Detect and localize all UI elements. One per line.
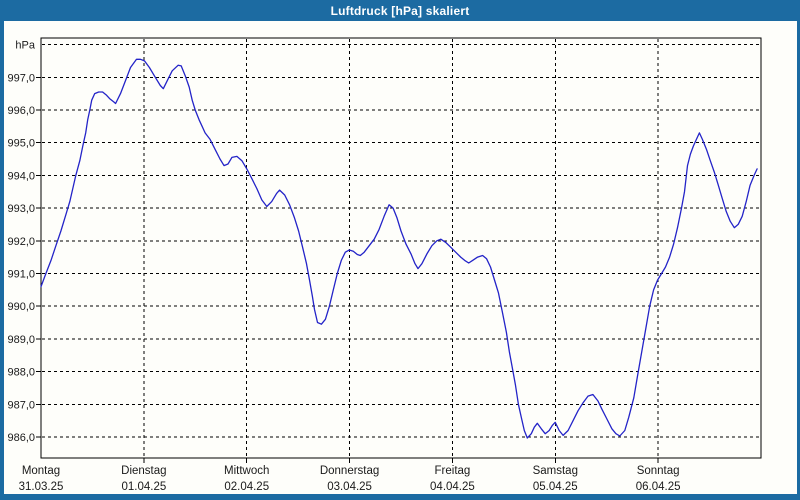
plot-frame [40,37,762,459]
x-day-label: Donnerstag [320,465,379,477]
y-tick-label: 994,0 [7,170,35,182]
x-date-label: 01.04.25 [121,481,166,493]
window-title: Luftdruck [hPa] skaliert [330,3,470,18]
x-date-label: 04.04.25 [430,481,475,493]
x-date-label: 03.04.25 [327,481,372,493]
window-border-left [0,21,4,500]
title-bar[interactable]: Luftdruck [hPa] skaliert [0,0,800,21]
y-tick-label: 991,0 [7,269,35,281]
y-axis-unit-label: hPa [15,40,35,52]
y-tick-label: 996,0 [7,105,35,117]
x-day-label: Dienstag [121,465,166,477]
y-tick-label: 988,0 [7,367,35,379]
y-tick-label: 989,0 [7,334,35,346]
x-day-label: Freitag [435,465,471,477]
x-date-label: 06.04.25 [636,481,681,493]
pressure-line-series [40,58,758,439]
y-tick-label: 986,0 [7,432,35,444]
window-border-bottom [0,494,800,500]
y-tick-label: 992,0 [7,236,35,248]
y-tick-label: 990,0 [7,301,35,313]
x-date-label: 02.04.25 [224,481,269,493]
x-day-label: Samstag [533,465,578,477]
x-day-label: Montag [22,465,60,477]
x-date-label: 05.04.25 [533,481,578,493]
y-tick-label: 995,0 [7,138,35,150]
y-tick-label: 997,0 [7,72,35,84]
y-tick-label: 993,0 [7,203,35,215]
x-day-label: Sonntag [637,465,680,477]
x-day-label: Mittwoch [224,465,269,477]
window-border-right [797,21,800,500]
x-date-label: 31.03.25 [19,481,64,493]
y-tick-label: 987,0 [7,399,35,411]
